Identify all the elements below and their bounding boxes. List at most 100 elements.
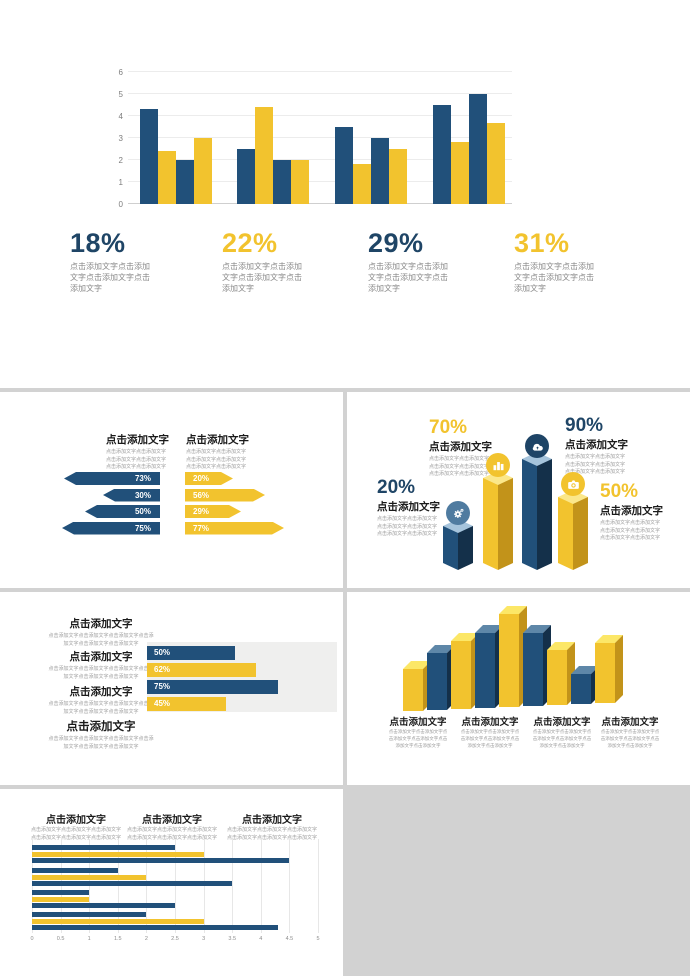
grid-line [232, 839, 234, 933]
stat-block: 18% 点击添加文字点击添加文字点击添加文字点击添加文字 [70, 228, 176, 294]
bar-top-face [571, 666, 599, 674]
bar [32, 896, 89, 902]
stat-block: 22% 点击添加文字点击添加文字点击添加文字点击添加文字 [222, 228, 328, 294]
column-3d [483, 471, 513, 570]
stat-value: 20% [377, 477, 416, 498]
placeholder-title: 点击添加文字 [106, 434, 169, 446]
grid-line [128, 71, 512, 72]
arrow-bar-left: 50% [85, 505, 160, 518]
placeholder-body: 点击添加文字点击添加文字点击添加文字点击添加文字点击添加文字点击添加文字 [600, 520, 661, 541]
grouped-hbar-chart [32, 839, 319, 933]
text-block: 点击添加文字 点击添加文字点击添加文字点击添加文字点击添加文字点击添加文字点击添… [42, 684, 160, 716]
placeholder-title: 点击添加文字 [46, 815, 106, 826]
placeholder-title: 点击添加文字 [142, 815, 202, 826]
stat-caption: 点击添加文字点击添加文字点击添加文字点击添加文字 [70, 262, 150, 293]
bar-group [433, 94, 505, 204]
grid-line [128, 137, 512, 138]
bar [32, 868, 118, 873]
placeholder-body: 点击添加文字点击添加文字点击添加文字点击添加文字点击添加文字点击添加文字 [48, 736, 154, 750]
placeholder-title: 点击添加文字 [389, 717, 447, 728]
placeholder-body: 点击添加文字点击添加文字点击添加文字点击添加文字点击添加文字点击添加文字 [226, 827, 317, 841]
camera-icon [567, 479, 579, 489]
arrow-bar-right: 20% [185, 472, 233, 485]
bar [389, 149, 407, 204]
bar-front [427, 653, 447, 710]
grid-line [128, 159, 512, 160]
bar [32, 881, 232, 886]
text-block: 点击添加文字 点击添加文字点击添加文字点击添加文字点击添加文字点击添加文字点击添… [22, 811, 130, 842]
text-block: 点击添加文字 点击添加文字点击添加文字点击添加文字点击添加文字点击添加文字点击添… [118, 811, 226, 842]
grid-line [146, 839, 148, 933]
bar: 75% [147, 680, 278, 694]
text-block: 点击添加文字 点击添加文字点击添加文字点击添加文字点击添加文字点击添加文字点击添… [595, 714, 665, 749]
arrow-bar-right: 56% [185, 489, 265, 502]
text-block: 点击添加文字 点击添加文字点击添加文字点击添加文字点击添加文字点击添加文字点击添… [383, 714, 453, 749]
bar [158, 151, 176, 204]
bar [451, 142, 469, 204]
bar-top-face [499, 606, 527, 614]
grid-line [32, 839, 33, 933]
slide-5-thumbnail[interactable]: 点击添加文字 点击添加文字点击添加文字点击添加文字点击添加文字点击添加文字点击添… [347, 592, 690, 785]
text-block: 点击添加文字 点击添加文字点击添加文字点击添加文字点击添加文字点击添加文字点击添… [455, 714, 525, 749]
bar-panel: 50% 62% 75% 45% [147, 642, 337, 712]
placeholder-title: 点击添加文字 [565, 439, 628, 451]
stat-value: 70% [429, 417, 468, 438]
stat-value: 18% [70, 228, 126, 258]
bar [469, 94, 487, 204]
text-block: 点击添加文字 点击添加文字点击添加文字点击添加文字点击添加文字点击添加文字点击添… [527, 714, 597, 749]
bar [335, 127, 353, 204]
bar [433, 105, 451, 204]
bar-group [140, 109, 212, 204]
slide-6-thumbnail[interactable]: 点击添加文字 点击添加文字点击添加文字点击添加文字点击添加文字点击添加文字点击添… [0, 789, 343, 976]
arrow-bar-left: 75% [62, 521, 160, 535]
slide-1-thumbnail[interactable]: 0 1 2 3 4 5 6 18% 点击添加文字点击添加文字点击添加文字点击添加文字 22%… [0, 0, 690, 388]
x-axis-label: 3.5 [228, 936, 237, 942]
x-axis-label: 4 [259, 936, 263, 942]
placeholder-body: 点击添加文字点击添加文字点击添加文字点击添加文字点击添加文字点击添加文字 [106, 449, 167, 470]
bar-group [335, 127, 407, 204]
placeholder-body: 点击添加文字点击添加文字点击添加文字点击添加文字点击添加文字点击添加文字 [377, 516, 438, 537]
placeholder-body: 点击添加文字点击添加文字点击添加文字点击添加文字点击添加文字点击添加文字 [48, 666, 154, 680]
placeholder-title: 点击添加文字 [69, 651, 133, 663]
slide-2-thumbnail[interactable]: 点击添加文字 点击添加文字点击添加文字点击添加文字点击添加文字点击添加文字点击添… [0, 392, 343, 588]
stat-value: 22% [222, 228, 278, 258]
column-header-block: 点击添加文字 点击添加文字点击添加文字点击添加文字点击添加文字点击添加文字点击添… [186, 432, 249, 472]
bar-top-face [427, 645, 455, 653]
stat-block: 20% 点击添加文字 点击添加文字点击添加文字点击添加文字点击添加文字点击添加文… [377, 478, 440, 539]
bar: 50% [147, 646, 235, 660]
grid-line [128, 115, 512, 116]
placeholder-body: 点击添加文字点击添加文字点击添加文字点击添加文字点击添加文字点击添加文字 [388, 729, 448, 748]
x-axis-label: 5 [316, 936, 320, 942]
x-axis-label: 4.5 [285, 936, 294, 942]
bar [32, 890, 89, 895]
grid-line [128, 93, 512, 94]
text-block: 点击添加文字 点击添加文字点击添加文字点击添加文字点击添加文字点击添加文字点击添… [218, 811, 326, 842]
x-axis-label: 0 [30, 936, 34, 942]
column-shaft [483, 478, 513, 570]
bar: 45% [147, 697, 226, 711]
stat-block: 90% 点击添加文字 点击添加文字点击添加文字点击添加文字点击添加文字点击添加文… [565, 416, 628, 477]
arrow-bar-left: 30% [103, 488, 160, 502]
bar-front [499, 614, 519, 707]
placeholder-body: 点击添加文字点击添加文字点击添加文字点击添加文字点击添加文字点击添加文字 [565, 454, 626, 475]
bar [32, 851, 204, 857]
placeholder-title: 点击添加文字 [429, 441, 492, 453]
bar-front [451, 641, 471, 709]
bar [353, 164, 371, 204]
slide-3-thumbnail[interactable]: 20% 点击添加文字 点击添加文字点击添加文字点击添加文字点击添加文字点击添加文… [347, 392, 690, 588]
stat-value: 31% [514, 228, 570, 258]
arrow-bar-left: 73% [64, 472, 160, 485]
bar [273, 160, 291, 204]
podium-icon [493, 461, 503, 470]
bar [32, 925, 278, 930]
grid-line [175, 839, 176, 933]
placeholder-title: 点击添加文字 [69, 686, 133, 698]
placeholder-title: 点击添加文字 [600, 505, 663, 517]
column-3d [522, 452, 552, 570]
slide-4-thumbnail[interactable]: 点击添加文字 点击添加文字点击添加文字点击添加文字点击添加文字点击添加文字点击添… [0, 592, 343, 785]
bar-front [571, 674, 591, 704]
bar [32, 874, 146, 880]
bar-top-face [523, 625, 551, 633]
stat-value: 29% [368, 228, 424, 258]
